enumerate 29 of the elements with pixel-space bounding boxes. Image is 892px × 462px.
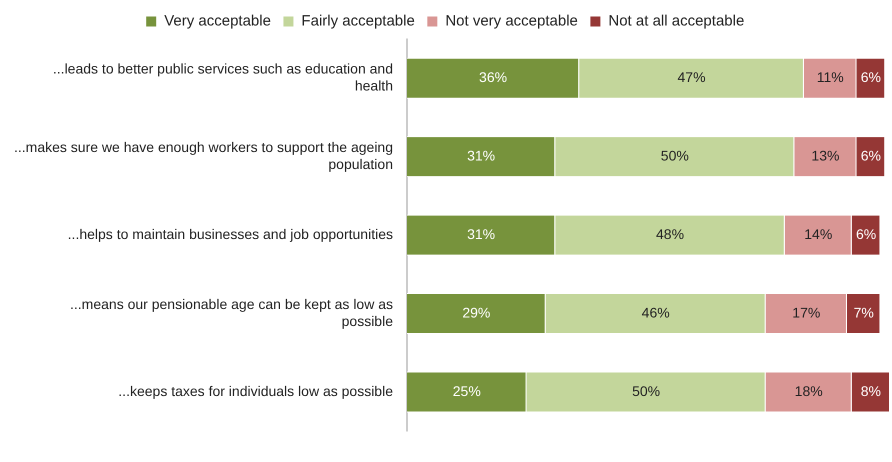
- y-tick-label: ...makes sure we have enough workers to support the ageing population: [14, 139, 393, 172]
- y-tick-label: ...keeps taxes for individuals low as possible: [118, 382, 394, 399]
- y-tick-label: ...leads to better public services such as education and health: [52, 60, 393, 94]
- data-label: 50%: [632, 382, 660, 399]
- legend-label: Very acceptable: [164, 12, 271, 30]
- data-label: 6%: [860, 148, 881, 164]
- data-label: 18%: [794, 382, 823, 399]
- data-label: 8%: [860, 382, 881, 399]
- data-label: 25%: [452, 382, 481, 399]
- data-label: 50%: [660, 148, 689, 164]
- y-tick-label: ...means our pensionable age can be kept as low as possible: [70, 296, 394, 329]
- data-label: 7%: [854, 304, 874, 320]
- legend-label: Not at all acceptable: [608, 12, 744, 30]
- data-label: 6%: [856, 226, 876, 242]
- data-label: 14%: [804, 226, 832, 242]
- legend-label: Not very acceptable: [445, 12, 578, 30]
- data-label: 11%: [816, 69, 844, 86]
- data-label: 31%: [467, 226, 496, 242]
- data-label: 36%: [479, 69, 508, 86]
- y-tick-label: ...helps to maintain businesses and job opportunities: [68, 226, 393, 242]
- data-label: 13%: [811, 148, 840, 164]
- data-label: 47%: [678, 69, 706, 86]
- data-label: 29%: [462, 304, 490, 320]
- legend-label: Fairly acceptable: [301, 12, 415, 30]
- data-label: 6%: [860, 69, 881, 86]
- data-label: 46%: [642, 304, 670, 320]
- data-label: 48%: [656, 226, 684, 242]
- data-label: 17%: [792, 304, 820, 320]
- data-label: 31%: [467, 148, 496, 164]
